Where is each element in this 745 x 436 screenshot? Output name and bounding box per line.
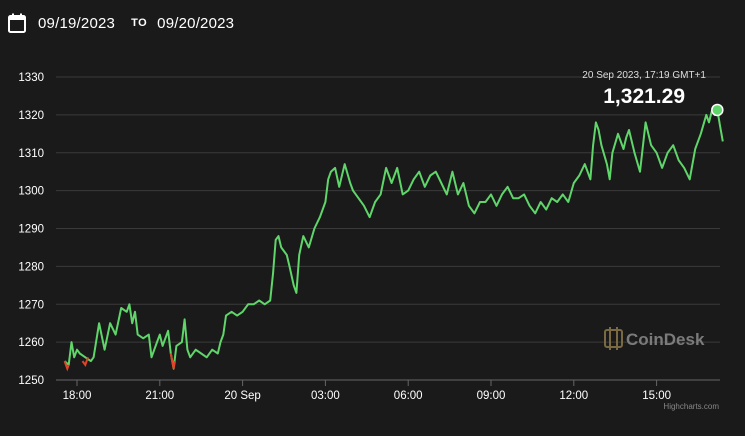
- y-tick-label: 1330: [18, 72, 44, 84]
- calendar-icon[interactable]: [8, 13, 26, 33]
- y-tick-label: 1280: [18, 261, 44, 273]
- price-line-below-baseline: [81, 356, 89, 368]
- x-tick-label: 06:00: [394, 390, 423, 402]
- hover-point[interactable]: [711, 103, 724, 117]
- x-tick-label: 03:00: [311, 390, 340, 402]
- tooltip-timestamp: 20 Sep 2023, 17:19 GMT+1: [582, 70, 706, 81]
- y-tick-label: 1290: [18, 224, 44, 236]
- tooltip-value: 1,321.29: [603, 85, 685, 108]
- y-tick-label: 1320: [18, 110, 44, 122]
- x-tick-label: 20 Sep: [224, 390, 260, 402]
- x-tick-label: 15:00: [642, 390, 671, 402]
- coindesk-watermark: CoinDesk: [604, 327, 705, 350]
- date-range-header: 09/19/2023 TO 09/20/2023: [8, 12, 234, 34]
- price-line: [63, 109, 724, 370]
- price-series: [63, 103, 724, 372]
- to-label: TO: [131, 17, 148, 29]
- coindesk-brand: CoinDesk: [626, 330, 705, 349]
- tooltip: 20 Sep 2023, 17:19 GMT+1 1,321.29: [582, 70, 706, 108]
- x-axis-ticks: 18:00 21:00 20 Sep 03:00 06:00 09:00 12:00 15:0…: [63, 380, 671, 402]
- x-tick-label: 09:00: [477, 390, 506, 402]
- y-tick-label: 1250: [18, 375, 44, 387]
- x-tick-label: 18:00: [63, 390, 92, 402]
- price-line-below-baseline: [169, 353, 176, 369]
- price-line-below-baseline: [63, 360, 70, 372]
- y-tick-label: 1310: [18, 148, 44, 160]
- y-tick-label: 1260: [18, 337, 44, 349]
- y-tick-label: 1300: [18, 186, 44, 198]
- start-date[interactable]: 09/19/2023: [38, 14, 116, 32]
- grid-lines: [56, 76, 720, 381]
- highcharts-credit[interactable]: Highcharts.com: [663, 402, 719, 411]
- y-tick-label: 1270: [18, 299, 44, 311]
- x-tick-label: 21:00: [145, 390, 174, 402]
- coindesk-logo-icon: [604, 327, 623, 350]
- y-axis-ticks: 1250 1260 1270 1280 1290 1300 1310 1320 1330: [18, 72, 44, 387]
- x-tick-label: 12:00: [559, 390, 588, 402]
- end-date[interactable]: 09/20/2023: [157, 14, 235, 32]
